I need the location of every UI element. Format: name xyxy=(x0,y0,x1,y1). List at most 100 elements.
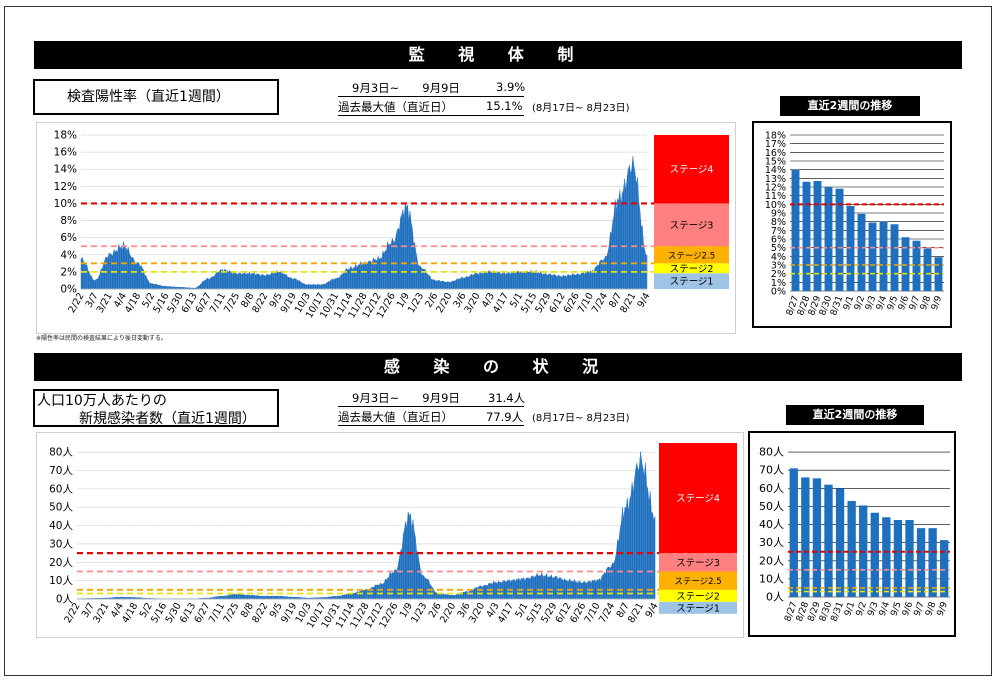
bar xyxy=(824,187,833,291)
y-tick-label: 30人 xyxy=(49,538,73,550)
cases-max-label: 過去最大値（直近日） xyxy=(338,410,453,424)
y-tick-label: 6% xyxy=(60,232,77,244)
y-tick-label: 40人 xyxy=(49,520,73,532)
stage-label: ステージ1 xyxy=(670,277,714,288)
cases-chart-panel: 0人 10人 20人 30人 40人 50人 60人 70人 80人 ステージ4 ステージ3 ステージ… xyxy=(36,432,744,638)
bar xyxy=(801,477,810,597)
y-tick-label: 80人 xyxy=(49,447,73,459)
series-area xyxy=(80,156,648,290)
positivity-recent-panel: 0% 1% 2% 3% 4% 5% 6% 7% 8% 9% 10% 11% 12% 13% 14% 15% 16… xyxy=(752,121,952,328)
positivity-footnote: ※陽性率は民間の検査結果により後日変動する。 xyxy=(36,335,167,342)
x-tick-label: 9/4 xyxy=(878,600,892,617)
y-tick-label: 13% xyxy=(765,174,786,185)
y-tick-label: 3% xyxy=(771,261,786,272)
x-tick-label: 9/2 xyxy=(855,601,869,618)
positivity-chart: 0% 2% 4% 6% 8% 10% 12% 14% 16% 18% ステージ4 ステージ3 ステージ2… xyxy=(54,130,729,320)
y-tick-label: 2% xyxy=(771,269,786,280)
positivity-recent-chart: 0%1%2%3%4%5%6%7%8%9%10%11%12%13%14%15%16… xyxy=(765,131,945,318)
x-tick-label: 9/4 xyxy=(635,291,652,310)
cases-period: 9月3日~ 9月9日 xyxy=(352,391,460,405)
y-tick-label: 80人 xyxy=(759,446,784,459)
y-tick-label: 11% xyxy=(765,191,786,202)
positivity-max-period: (8月17日~ 8月23日) xyxy=(532,103,630,114)
positivity-period: 9月3日~ 9月9日 xyxy=(352,81,460,95)
y-tick-label: 12% xyxy=(765,183,786,194)
y-tick-label: 30人 xyxy=(759,536,784,549)
positivity-max-value: 15.1% xyxy=(486,99,523,113)
bar xyxy=(905,520,914,597)
surveillance-banner: 監 視 体 制 xyxy=(34,41,962,69)
x-tick-label: 9/4 xyxy=(643,601,660,620)
positivity-max-label: 過去最大値（直近日） xyxy=(338,100,453,114)
cases-recent-panel: 0人 10人 20人 30人 40人 50人 60人 70人 80人 8/27 8/28 8/29 8/… xyxy=(748,431,956,637)
stage-box xyxy=(659,553,737,572)
stage-box xyxy=(659,443,737,554)
bar xyxy=(870,512,879,597)
bar xyxy=(912,240,921,291)
bar xyxy=(824,484,833,597)
y-tick-label: 8% xyxy=(771,217,786,228)
stage-label: ステージ2 xyxy=(676,591,720,602)
y-tick-label: 18% xyxy=(54,130,77,142)
y-tick-label: 50人 xyxy=(759,500,784,513)
x-tick-label: 9/6 xyxy=(901,600,915,617)
cases-max-value: 77.9人 xyxy=(486,410,524,424)
y-tick-label: 70人 xyxy=(759,464,784,477)
cases-title-box: 人口10万人あたりの 新規感染者数（直近1週間） xyxy=(33,389,279,427)
x-tick-label: 9/1 xyxy=(843,601,857,618)
x-tick-label: 9/8 xyxy=(919,294,933,311)
infection-banner: 感 染 の 状 況 xyxy=(34,353,962,381)
divider xyxy=(338,425,524,426)
stage-label: ステージ3 xyxy=(670,220,714,231)
cases-max-period: (8月17日~ 8月23日) xyxy=(532,413,630,424)
bar xyxy=(923,248,932,291)
bar xyxy=(791,169,800,291)
cases-period-value: 31.4人 xyxy=(488,391,526,405)
bar xyxy=(916,528,926,597)
positivity-title: 検査陽性率（直近1週間） xyxy=(67,89,230,105)
x-tick-label: 9/7 xyxy=(908,295,922,312)
positivity-stats: 9月3日~ 9月9日 3.9% 過去最大値（直近日） 15.1% xyxy=(338,80,528,118)
divider xyxy=(338,96,524,97)
divider xyxy=(338,406,524,407)
cases-title-line1: 人口10万人あたりの xyxy=(37,393,167,409)
bar xyxy=(893,520,903,597)
bar xyxy=(802,181,811,291)
y-tick-label: 12% xyxy=(54,181,77,193)
bar xyxy=(868,222,877,291)
stage-label: ステージ2 xyxy=(670,264,714,275)
bar xyxy=(812,478,822,597)
y-tick-label: 20人 xyxy=(759,554,784,567)
y-tick-label: 5% xyxy=(771,243,786,254)
x-tick-label: 9/9 xyxy=(930,294,944,311)
stage-label: ステージ4 xyxy=(676,494,720,505)
stage-label: ステージ4 xyxy=(670,165,714,176)
y-tick-label: 60人 xyxy=(49,483,73,495)
positivity-period-value: 3.9% xyxy=(496,80,526,94)
cases-recent-chart: 0人10人20人30人40人50人60人70人80人8/278/288/298/… xyxy=(759,446,950,623)
page-frame xyxy=(4,6,992,676)
y-tick-label: 0人 xyxy=(56,594,74,606)
positivity-title-box: 検査陽性率（直近1週間） xyxy=(33,79,279,115)
divider xyxy=(338,115,524,116)
y-tick-label: 15% xyxy=(765,157,786,168)
y-tick-label: 10人 xyxy=(759,572,784,585)
y-tick-label: 10% xyxy=(54,198,77,210)
x-tick-label: 9/4 xyxy=(875,294,889,311)
y-tick-label: 0% xyxy=(60,284,77,296)
bar xyxy=(940,540,949,597)
stage-label: ステージ2.5 xyxy=(668,251,715,261)
x-tick-label: 9/9 xyxy=(936,600,950,617)
x-tick-label: 9/3 xyxy=(864,295,878,312)
x-tick-label: 9/5 xyxy=(889,601,903,618)
y-tick-label: 1% xyxy=(771,278,786,289)
cases-stats: 9月3日~ 9月9日 31.4人 過去最大値（直近日） 77.9人 xyxy=(338,390,528,428)
y-tick-label: 10% xyxy=(765,200,786,211)
y-tick-label: 4% xyxy=(60,249,77,261)
bar xyxy=(882,517,891,597)
stage-box xyxy=(654,263,729,274)
x-tick-label: 9/2 xyxy=(853,295,867,312)
y-tick-label: 17% xyxy=(765,139,786,150)
x-tick-label: 9/1 xyxy=(842,295,856,312)
